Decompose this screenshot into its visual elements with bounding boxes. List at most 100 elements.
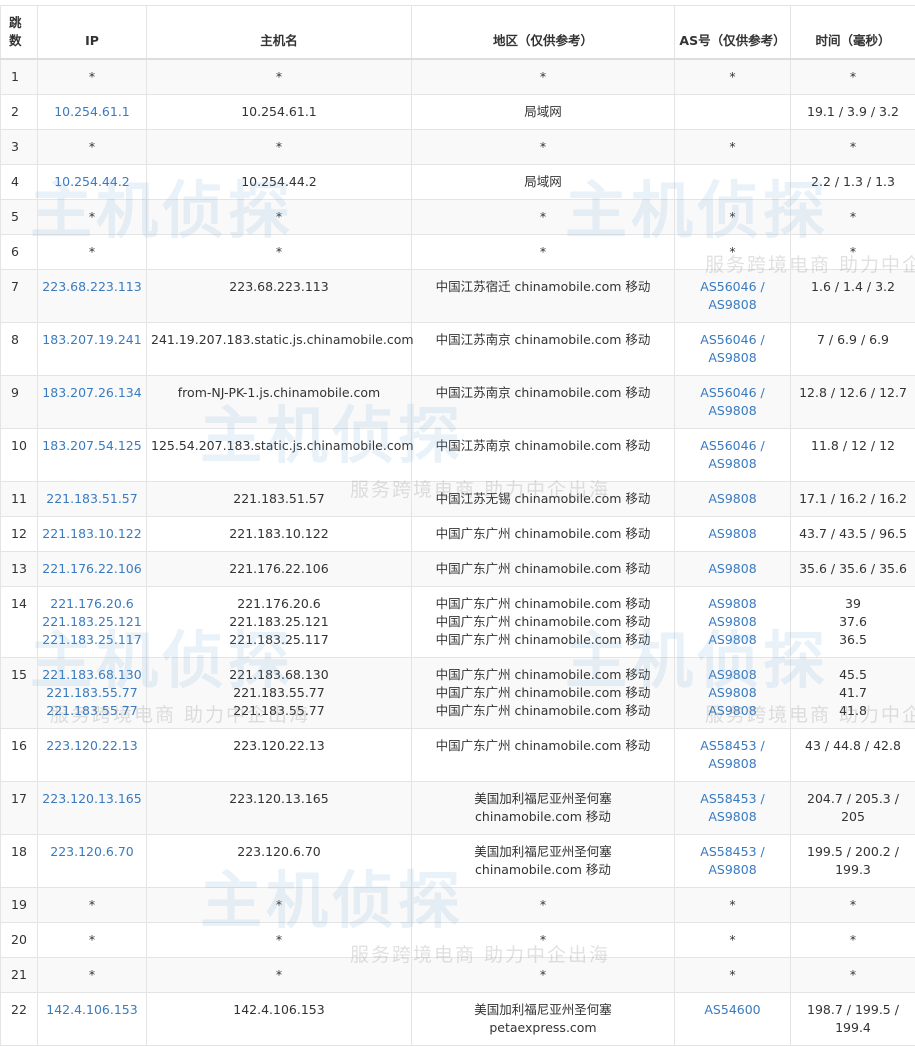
header-hostname: 主机名 bbox=[147, 6, 412, 60]
hostname-text: 221.176.20.6 bbox=[151, 595, 407, 613]
ip-link[interactable]: 221.176.20.6 bbox=[42, 595, 142, 613]
hostname-text: 221.183.10.122 bbox=[151, 525, 407, 543]
as-cell: AS58453 /AS9808 bbox=[675, 782, 791, 835]
ip-link[interactable]: 223.120.13.165 bbox=[42, 790, 142, 808]
hostname-cell: 10.254.44.2 bbox=[147, 165, 412, 200]
ip-link[interactable]: 142.4.106.153 bbox=[42, 1001, 142, 1019]
as-link[interactable]: AS9808 bbox=[679, 349, 786, 367]
hostname-text: 125.54.207.183.static.js.chinamobile.com bbox=[151, 437, 407, 455]
time-cell: 43 / 44.8 / 42.8 bbox=[791, 729, 915, 782]
hostname-cell: from-NJ-PK-1.js.chinamobile.com bbox=[147, 376, 412, 429]
ip-link[interactable]: 221.183.55.77 bbox=[42, 684, 142, 702]
as-link[interactable]: AS9808 bbox=[679, 808, 786, 826]
hop-number: 9 bbox=[1, 376, 38, 429]
hostname-cell: 10.254.61.1 bbox=[147, 95, 412, 130]
ip-link[interactable]: 10.254.44.2 bbox=[42, 173, 142, 191]
region-text: * bbox=[416, 208, 670, 226]
as-link[interactable]: AS9808 bbox=[679, 702, 786, 720]
time-text: * bbox=[795, 208, 911, 226]
as-link[interactable]: AS9808 bbox=[679, 755, 786, 773]
ip-link[interactable]: 221.183.25.121 bbox=[42, 613, 142, 631]
ip-cell: 221.183.51.57 bbox=[38, 482, 147, 517]
region-cell: 局域网 bbox=[412, 95, 675, 130]
as-link[interactable]: AS9808 bbox=[679, 296, 786, 314]
ip-link[interactable]: 221.183.25.117 bbox=[42, 631, 142, 649]
as-link[interactable]: AS9808 bbox=[679, 402, 786, 420]
as-link[interactable]: AS9808 bbox=[679, 613, 786, 631]
hostname-text: 10.254.61.1 bbox=[151, 103, 407, 121]
hop-number: 11 bbox=[1, 482, 38, 517]
hostname-cell: * bbox=[147, 130, 412, 165]
ip-link[interactable]: 221.183.51.57 bbox=[42, 490, 142, 508]
ip-link[interactable]: 223.120.22.13 bbox=[42, 737, 142, 755]
as-link[interactable]: AS9808 bbox=[679, 684, 786, 702]
ip-link[interactable]: 10.254.61.1 bbox=[42, 103, 142, 121]
region-cell: 中国广东广州 chinamobile.com 移动 bbox=[412, 729, 675, 782]
ip-text: * bbox=[42, 966, 142, 984]
as-cell: AS58453 /AS9808 bbox=[675, 729, 791, 782]
as-link[interactable]: AS56046 / bbox=[679, 437, 786, 455]
ip-link[interactable]: 223.120.6.70 bbox=[42, 843, 142, 861]
hop-number: 21 bbox=[1, 958, 38, 993]
as-link[interactable]: AS58453 / bbox=[679, 737, 786, 755]
hostname-text: 223.120.22.13 bbox=[151, 737, 407, 755]
ip-link[interactable]: 183.207.54.125 bbox=[42, 437, 142, 455]
hostname-cell: * bbox=[147, 200, 412, 235]
hop-number: 17 bbox=[1, 782, 38, 835]
hostname-cell: * bbox=[147, 923, 412, 958]
hop-number: 18 bbox=[1, 835, 38, 888]
hostname-cell: * bbox=[147, 888, 412, 923]
as-link[interactable]: AS58453 / bbox=[679, 790, 786, 808]
hop-number: 1 bbox=[1, 59, 38, 95]
ip-link[interactable]: 221.183.55.77 bbox=[42, 702, 142, 720]
as-link[interactable]: AS9808 bbox=[679, 455, 786, 473]
region-text: 中国广东广州 chinamobile.com 移动 bbox=[416, 631, 670, 649]
region-cell: 中国广东广州 chinamobile.com 移动中国广东广州 chinamob… bbox=[412, 587, 675, 658]
ip-link[interactable]: 221.183.10.122 bbox=[42, 525, 142, 543]
time-cell: * bbox=[791, 958, 915, 993]
as-link[interactable]: AS56046 / bbox=[679, 278, 786, 296]
ip-link[interactable]: 223.68.223.113 bbox=[42, 278, 142, 296]
region-text: * bbox=[416, 243, 670, 261]
ip-link[interactable]: 221.183.68.130 bbox=[42, 666, 142, 684]
hostname-cell: 241.19.207.183.static.js.chinamobile.com bbox=[147, 323, 412, 376]
as-text: * bbox=[679, 208, 786, 226]
as-link[interactable]: AS56046 / bbox=[679, 384, 786, 402]
as-link[interactable]: AS54600 bbox=[679, 1001, 786, 1019]
as-text: * bbox=[679, 138, 786, 156]
hop-number: 15 bbox=[1, 658, 38, 729]
as-link[interactable]: AS9808 bbox=[679, 666, 786, 684]
as-link[interactable]: AS58453 / bbox=[679, 843, 786, 861]
time-text: 41.7 bbox=[795, 684, 911, 702]
as-text: * bbox=[679, 896, 786, 914]
hostname-cell: * bbox=[147, 59, 412, 95]
hop-number: 22 bbox=[1, 993, 38, 1046]
table-row: 20***** bbox=[1, 923, 915, 958]
hostname-cell: 142.4.106.153 bbox=[147, 993, 412, 1046]
time-text: * bbox=[795, 243, 911, 261]
region-cell: * bbox=[412, 130, 675, 165]
as-link[interactable]: AS9808 bbox=[679, 525, 786, 543]
ip-cell: * bbox=[38, 235, 147, 270]
as-link[interactable]: AS9808 bbox=[679, 560, 786, 578]
as-link[interactable]: AS9808 bbox=[679, 595, 786, 613]
as-link[interactable]: AS9808 bbox=[679, 861, 786, 879]
ip-link[interactable]: 221.176.22.106 bbox=[42, 560, 142, 578]
as-link[interactable]: AS9808 bbox=[679, 631, 786, 649]
as-cell: * bbox=[675, 130, 791, 165]
as-link[interactable]: AS56046 / bbox=[679, 331, 786, 349]
region-cell: 中国江苏南京 chinamobile.com 移动 bbox=[412, 323, 675, 376]
as-link[interactable]: AS9808 bbox=[679, 490, 786, 508]
ip-link[interactable]: 183.207.26.134 bbox=[42, 384, 142, 402]
region-cell: 中国广东广州 chinamobile.com 移动中国广东广州 chinamob… bbox=[412, 658, 675, 729]
time-text: 17.1 / 16.2 / 16.2 bbox=[795, 490, 911, 508]
region-text: 中国江苏南京 chinamobile.com 移动 bbox=[416, 437, 670, 455]
ip-link[interactable]: 183.207.19.241 bbox=[42, 331, 142, 349]
region-cell: 中国江苏南京 chinamobile.com 移动 bbox=[412, 429, 675, 482]
as-cell: * bbox=[675, 923, 791, 958]
